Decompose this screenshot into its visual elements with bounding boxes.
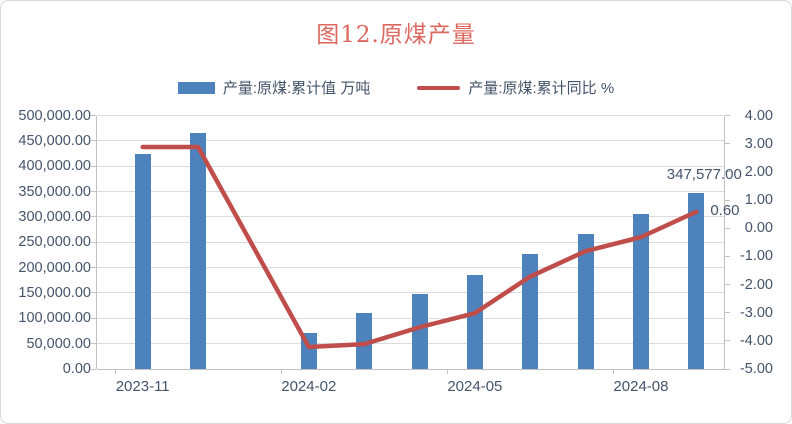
y-axis-left-label: 250,000.00 <box>18 234 91 251</box>
gridline <box>97 267 724 269</box>
gridline <box>97 216 724 218</box>
x-axis-tick <box>447 369 449 374</box>
legend-item-bar-series: 产量:原煤:累计值 万吨 <box>177 77 371 98</box>
gridline <box>97 165 724 167</box>
gridline <box>97 191 724 193</box>
bar <box>411 293 428 369</box>
y-axis-right-label: 1.00 <box>744 192 773 208</box>
y-axis-right-label: -3.00 <box>739 304 773 321</box>
trend-line <box>140 144 699 349</box>
y-axis-left-tick <box>91 115 96 116</box>
y-axis-right-label: 3.00 <box>744 135 773 152</box>
x-axis-label: 2024-08 <box>613 378 669 395</box>
x-axis-label: 2023-11 <box>115 378 170 395</box>
gridline <box>97 241 724 243</box>
y-axis-right-tick <box>725 312 730 314</box>
gridline <box>97 292 724 294</box>
y-axis-left-label: 0.00 <box>62 361 91 377</box>
y-axis-right-tick <box>725 340 730 342</box>
y-axis-right-label: 2.00 <box>744 163 773 180</box>
x-axis-label: 2024-02 <box>281 378 337 395</box>
y-axis-right-line <box>724 115 725 369</box>
legend: 产量:原煤:累计值 万吨 产量:原煤:累计同比 % <box>1 77 791 98</box>
y-axis-right-label: 0.00 <box>744 220 773 237</box>
y-axis-left-label: 450,000.00 <box>18 132 91 149</box>
y-axis-right-tick <box>725 199 730 201</box>
x-axis-tick <box>281 369 283 374</box>
y-axis-left-tick <box>91 368 96 370</box>
y-axis-right-label: -5.00 <box>739 361 773 377</box>
gridline <box>97 115 724 116</box>
bar <box>466 274 483 369</box>
x-axis-line <box>97 368 730 370</box>
chart-title: 图12.原煤产量 <box>316 22 476 48</box>
y-axis-right-tick <box>725 284 730 285</box>
y-axis-right-label: -4.00 <box>739 332 773 349</box>
bar <box>632 214 649 369</box>
y-axis-left-tick <box>91 343 96 345</box>
legend-bar-series-label: 产量:原煤:累计值 万吨 <box>222 80 371 97</box>
y-axis-left-tick <box>91 292 96 294</box>
y-axis-left-tick <box>91 216 96 218</box>
x-axis-tick <box>613 369 615 374</box>
y-axis-right-label: -2.00 <box>739 276 773 293</box>
legend-line-series-label: 产量:原煤:累计同比 % <box>468 80 615 97</box>
y-axis-left-label: 500,000.00 <box>18 107 91 124</box>
legend-bar-swatch-icon <box>177 81 215 94</box>
bar <box>356 312 373 369</box>
y-axis-left-label: 150,000.00 <box>18 284 91 301</box>
y-axis-left-line <box>96 115 97 369</box>
trend-line-layer <box>140 144 699 349</box>
x-axis-label: 2024-05 <box>447 378 503 395</box>
bar <box>134 154 151 369</box>
y-axis-right-tick <box>725 368 730 370</box>
y-axis-left-label: 50,000.00 <box>26 335 91 352</box>
legend-item-line-series: 产量:原煤:累计同比 % <box>417 77 614 98</box>
y-axis-left-tick <box>91 140 96 142</box>
y-axis-left-tick <box>91 317 96 319</box>
y-axis-left-label: 300,000.00 <box>18 208 91 225</box>
data-label-last-line: 0.60 <box>710 202 740 220</box>
gridline <box>97 343 724 345</box>
y-axis-right-label: 4.00 <box>744 107 773 124</box>
y-axis-left-label: 100,000.00 <box>18 310 91 327</box>
gridline <box>97 140 724 142</box>
y-axis-right-tick <box>725 143 730 145</box>
legend-line-swatch-icon <box>417 85 461 90</box>
y-axis-right-label: -1.00 <box>739 248 773 265</box>
bar <box>190 132 207 369</box>
y-axis-left-label: 350,000.00 <box>18 183 91 200</box>
data-label-last-bar: 347,577.00 <box>666 165 742 183</box>
y-axis-left-tick <box>91 241 96 243</box>
gridline <box>97 317 724 319</box>
bar <box>577 234 594 369</box>
bar <box>522 254 539 369</box>
y-axis-left-tick <box>91 165 96 167</box>
x-axis-tick <box>115 369 116 374</box>
y-axis-left-label: 400,000.00 <box>18 158 91 175</box>
y-axis-right-tick <box>725 255 730 257</box>
y-axis-left-tick <box>91 191 96 193</box>
y-axis-right-tick <box>725 227 730 229</box>
y-axis-left-tick <box>91 267 96 269</box>
bar <box>688 192 705 369</box>
y-axis-right-tick <box>725 171 730 173</box>
y-axis-right-tick <box>725 115 730 116</box>
y-axis-left-label: 200,000.00 <box>18 259 91 276</box>
